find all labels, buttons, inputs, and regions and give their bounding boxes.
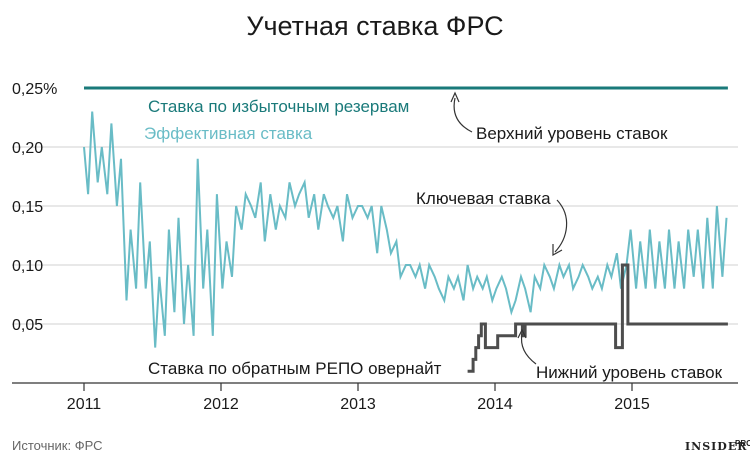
x-tick-label: 2011 <box>67 396 102 413</box>
y-tick-label: 0,20 <box>12 140 43 157</box>
y-tick-label: 0,25% <box>12 81 57 98</box>
arrow-lower-bound-head <box>517 328 527 339</box>
source-note: Источник: ФРС <box>12 438 103 453</box>
annotation-upper-bound: Верхний уровень ставок <box>476 124 668 143</box>
annotation-excess-reserves: Ставка по избыточным резервам <box>148 97 409 116</box>
y-tick-label: 0,05 <box>12 317 43 334</box>
annotation-repo-rate: Ставка по обратным РЕПО овернайт <box>148 359 442 378</box>
series-effective-rate-line <box>83 111 728 348</box>
annotation-effective-rate: Эффективная ставка <box>144 124 313 143</box>
y-axis: 0,25% 0,20 0,15 0,10 0,05 <box>12 81 57 334</box>
brand-logo: INSIDER <box>685 440 747 453</box>
series-repo-rate-line <box>467 263 728 373</box>
annotation-lower-bound: Нижний уровень ставок <box>536 363 723 382</box>
series-group <box>83 86 728 373</box>
arrow-lower-bound <box>520 333 537 365</box>
arrow-upper-bound-head <box>450 91 460 103</box>
arrow-upper-bound <box>453 97 473 133</box>
chart-title: Учетная ставка ФРС <box>246 11 503 41</box>
x-tick-label: 2014 <box>477 396 513 413</box>
x-tick-label: 2015 <box>614 396 650 413</box>
arrow-key-rate-head <box>552 244 563 257</box>
y-tick-label: 0,10 <box>12 258 43 275</box>
x-axis: 2011 2012 2013 2014 2015 <box>67 383 650 413</box>
annotation-key-rate: Ключевая ставка <box>416 189 551 208</box>
arrow-key-rate <box>554 199 568 253</box>
brand-logo-suffix: PRO <box>735 439 750 448</box>
annotation-arrows <box>450 91 568 365</box>
x-tick-label: 2012 <box>203 396 239 413</box>
x-tick-label: 2013 <box>340 396 376 413</box>
y-tick-label: 0,15 <box>12 199 43 216</box>
